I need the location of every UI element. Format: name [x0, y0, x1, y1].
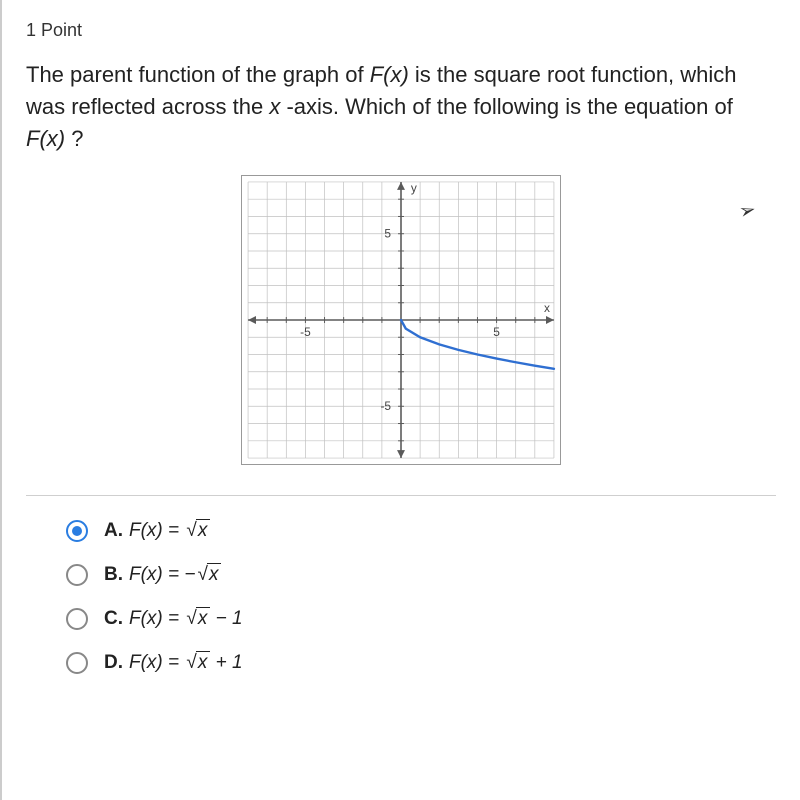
question-p1: The parent function of the graph of: [26, 62, 370, 87]
question-p3: -axis. Which of the following is the equ…: [286, 94, 732, 119]
answer-option-B[interactable]: B. F(x) = −√x: [66, 564, 776, 586]
svg-text:5: 5: [493, 325, 500, 339]
svg-text:-5: -5: [380, 399, 391, 413]
graph-container: 5 -5 5 -5 y x: [26, 175, 776, 465]
option-text: A. F(x) = √x: [104, 520, 210, 542]
divider: [26, 495, 776, 496]
radio-button[interactable]: [66, 608, 88, 630]
option-letter: C.: [104, 608, 123, 629]
sqrt-icon: √x: [196, 564, 222, 586]
option-equation: F(x) = √x + 1: [129, 652, 243, 673]
option-text: C. F(x) = √x − 1: [104, 608, 243, 630]
sqrt-icon: √x: [184, 608, 210, 630]
option-equation: F(x) = √x: [129, 520, 210, 541]
option-letter: A.: [104, 520, 123, 541]
question-xaxis: x: [269, 94, 280, 119]
answer-option-D[interactable]: D. F(x) = √x + 1: [66, 652, 776, 674]
answer-option-A[interactable]: A. F(x) = √x: [66, 520, 776, 542]
option-text: B. F(x) = −√x: [104, 564, 221, 586]
radio-button[interactable]: [66, 564, 88, 586]
points-label: 1 Point: [26, 20, 776, 41]
question-p4: ?: [71, 126, 83, 151]
option-equation: F(x) = −√x: [129, 564, 221, 585]
sqrt-icon: √x: [184, 520, 210, 542]
radio-button[interactable]: [66, 520, 88, 542]
function-graph: 5 -5 5 -5 y x: [241, 175, 561, 465]
answer-options: A. F(x) = √x B. F(x) = −√x C. F(x) = √x − 1 D.…: [26, 520, 776, 674]
answer-option-C[interactable]: C. F(x) = √x − 1: [66, 608, 776, 630]
svg-text:y: y: [411, 181, 417, 195]
svg-text:x: x: [544, 301, 550, 315]
option-equation: F(x) = √x − 1: [129, 608, 243, 629]
option-letter: B.: [104, 564, 123, 585]
question-screen: 1 Point The parent function of the graph…: [0, 0, 800, 800]
svg-text:-5: -5: [300, 325, 311, 339]
option-letter: D.: [104, 652, 123, 673]
radio-button[interactable]: [66, 652, 88, 674]
svg-text:5: 5: [384, 226, 391, 240]
question-fx-2: F(x): [26, 126, 65, 151]
question-text: The parent function of the graph of F(x)…: [26, 59, 776, 155]
sqrt-icon: √x: [184, 652, 210, 674]
option-text: D. F(x) = √x + 1: [104, 652, 243, 674]
question-fx-1: F(x): [370, 62, 409, 87]
